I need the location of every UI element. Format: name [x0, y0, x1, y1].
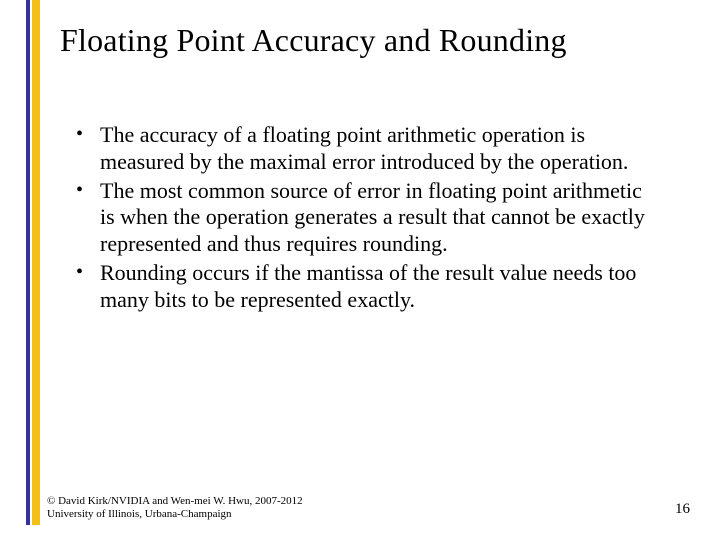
slide-title: Floating Point Accuracy and Rounding [60, 22, 567, 59]
accent-stripe-yellow [32, 0, 40, 525]
list-item: The most common source of error in float… [72, 178, 662, 258]
footer-line-2: University of Illinois, Urbana-Champaign [47, 508, 303, 522]
list-item: Rounding occurs if the mantissa of the r… [72, 260, 662, 314]
footer-line-1: © David Kirk/NVIDIA and Wen-mei W. Hwu, … [47, 495, 303, 509]
page-number: 16 [675, 501, 690, 518]
footer: © David Kirk/NVIDIA and Wen-mei W. Hwu, … [47, 495, 303, 523]
list-item: The accuracy of a floating point arithme… [72, 122, 662, 176]
bullet-list: The accuracy of a floating point arithme… [72, 122, 662, 316]
accent-bar [26, 0, 40, 525]
